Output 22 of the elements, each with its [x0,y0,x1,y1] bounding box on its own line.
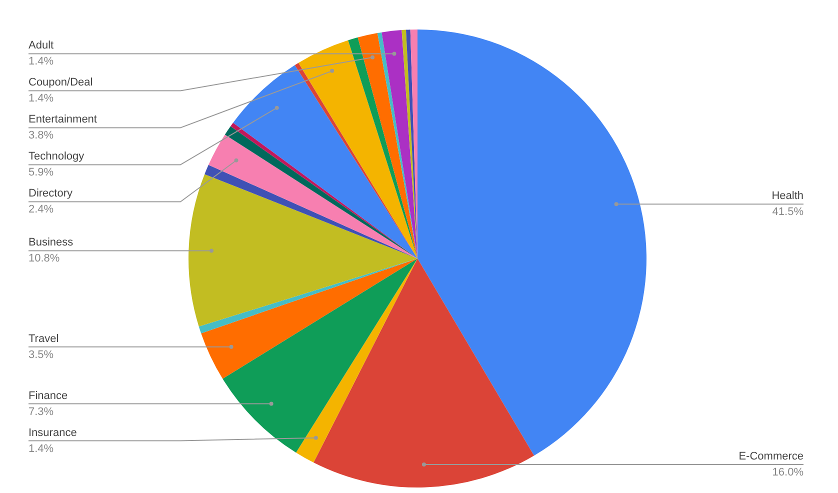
slice-label: Directory [28,188,74,200]
slice-label: Travel [28,332,59,345]
data-label: 3.5% [28,348,54,361]
slice-label: Insurance [28,426,77,439]
data-label: 1.4% [28,56,54,68]
slice-label: Health [772,190,804,202]
data-label: 2.4% [28,204,54,216]
data-label: 16.0% [772,466,804,478]
slice-label: Technology [28,150,85,163]
slice-label: Business [28,236,74,249]
slice-label: E-Commerce [738,450,804,462]
slice-label: Adult [28,40,54,52]
slice-label: Coupon/Deal [28,76,93,89]
data-label: 7.3% [28,406,54,418]
data-label: 10.8% [28,252,60,265]
slice-label: Entertainment [28,114,97,126]
data-label: 1.4% [28,442,54,455]
data-label: 1.4% [28,92,54,105]
slice-label: Finance [28,390,68,402]
data-label: 3.8% [28,130,54,142]
data-label: 5.9% [28,166,54,179]
data-label: 41.5% [772,206,804,218]
